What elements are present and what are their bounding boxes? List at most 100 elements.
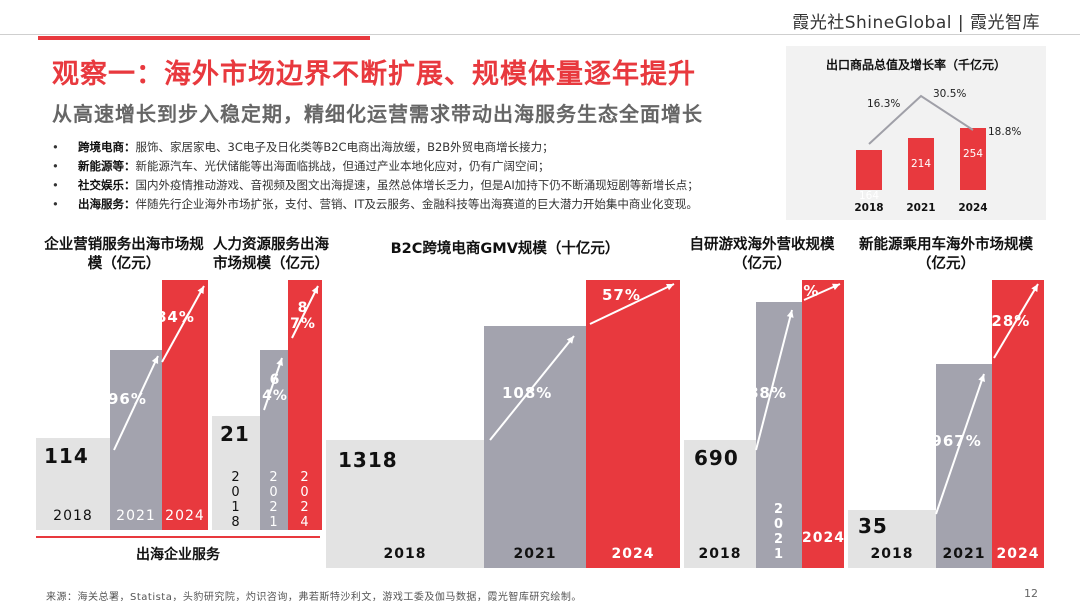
bullet-dot-icon: • [52,178,59,192]
growth-rate-label: 1967% [920,432,982,450]
step-year-label: 2018 [231,470,241,530]
step-value-label: 1318 [338,448,398,472]
step-block-2024 [288,280,322,530]
export-year-label: 2018 [854,202,884,214]
growth-arrow [803,283,841,301]
step-value-label: 2391 [858,286,918,310]
growth-rate-label: 87% [290,300,316,332]
growth-arrow [161,285,205,363]
bullet-item: • 新能源等：新能源汽车、光伏储能等出海面临挑战，但通过产业本地化应对，仍有广阔空… [40,157,785,176]
step-value-label: 728 [858,372,903,396]
step-year-label: 2024 [300,470,310,530]
growth-arrow [113,355,159,451]
page-number: 12 [1024,587,1038,600]
bullet-text: 伴随先行企业海外市场扩张，支付、营销、IT及云服务、金融科技等出海赛道的巨大潜力… [135,197,698,211]
bullet-label: 出海服务： [78,197,136,211]
bullet-dot-icon: • [52,159,59,173]
growth-arrow [993,283,1039,359]
growth-arrow [935,373,985,515]
step-block-2024 [802,280,844,568]
bullet-text: 服饰、家居家电、3C电子及日化类等B2C电商出海放缓，B2B外贸电商增长接力； [135,140,554,154]
export-bar-value: 254 [962,148,984,160]
export-growth-rate: 30.5% [933,88,967,100]
growth-arrow [755,309,794,451]
export-growth-rate: 16.3% [867,98,901,110]
panel-games-chart: 690 1297 1336 2018 2021 2024 88% 3% [684,280,844,568]
bullet-list: • 跨境电商：服饰、家居家电、3C电子及日化类等B2C电商出海放缓，B2B外贸电商… [40,138,785,214]
growth-arrow [489,335,575,441]
panel-title-marketing: 企业营销服务出海市场规模（亿元） [44,237,204,272]
bullet-label: 跨境电商： [78,140,136,154]
header-divider [0,34,1080,35]
step-block-2024 [586,280,680,568]
step-value-label: 1297 [694,305,724,351]
export-bar [960,128,986,190]
step-year-label: 2021 [116,508,156,524]
bullet-label: 新能源等： [78,159,136,173]
step-value-label: 1336 [694,280,724,325]
step-arrows-svg [935,283,1039,515]
panel-marketing-chart: 114 223 411 2018 2021 2024 96% 84% [36,280,208,530]
panel-nev-chart: 35 728 2391 2018 2021 2024 1967% 228% [848,280,1044,568]
step-year-label: 2018 [383,546,427,562]
export-chart: 164 2018 214 2021 254 2024 16.3% 30.5% 18.8% [786,46,1046,220]
step-year-label: 2018 [698,546,742,562]
step-year-label: 2021 [942,546,986,562]
step-year-label: 2021 [773,502,785,562]
section-label: 出海企业服务 [136,547,220,563]
export-chart-title: 出口商品总值及增长率（千亿元） [825,58,1006,72]
export-growth-line [868,94,974,145]
step-value-label: 21 [220,422,250,446]
step-year-label: 2024 [996,546,1040,562]
bullet-text: 国内外疫情推动游戏、音视频及图文出海提速，虽然总体增长乏力，但是AI加持下仍不断… [135,178,699,192]
export-year-label: 2021 [906,202,936,214]
step-arrows-svg [489,283,675,441]
export-growth-rate: 18.8% [988,126,1022,138]
step-value-label: 2739 [338,370,398,394]
step-year-label: 2018 [53,508,93,524]
panel-title-hr: 人力资源服务出海市场规模（亿元） [213,237,329,272]
bullet-item: • 跨境电商：服饰、家居家电、3C电子及日化类等B2C电商出海放缓，B2B外贸电商… [40,138,785,157]
step-year-label: 2024 [165,508,205,524]
step-value-label: 690 [694,446,739,470]
section-divider [36,536,320,538]
export-bar-value: 214 [910,157,932,170]
step-arrows-svg [755,283,841,451]
accent-bar [38,36,370,40]
step-value-label: 114 [44,444,89,468]
growth-rate-label: 64% [262,372,288,404]
bullet-dot-icon: • [52,197,59,211]
step-value-label: 411 [44,286,89,310]
step-value-label: 35 [858,514,888,538]
page-title: 观察一：海外市场边界不断扩展、规模体量逐年提升 [52,59,696,90]
step-year-label: 2024 [611,546,655,562]
panel-title-games: 自研游戏海外营收规模（亿元） [689,237,835,272]
step-value-label: 35 [220,358,250,382]
panel-hr-chart: 21 35 66 2018 2021 2024 64% 87% [212,280,322,530]
bullet-item: • 社交娱乐：国内外疫情推动游戏、音视频及图文出海提速，虽然总体增长乏力，但是AI… [40,176,785,195]
export-chart-background [786,46,1046,220]
step-value-label: 4292 [338,286,398,310]
growth-arrow [291,285,319,339]
step-value-label: 66 [220,286,250,310]
panel-title-nev: 新能源乘用车海外市场规模（亿元） [859,237,1033,272]
panel-b2c-chart: 1318 2739 4292 2018 2021 2024 108% 57% [326,280,680,568]
growth-rate-label: 3% [792,282,820,300]
export-bar [908,137,934,190]
step-year-label: 2018 [870,546,914,562]
growth-rate-label: 108% [502,384,553,402]
bullet-label: 社交娱乐： [78,178,136,192]
step-arrows-svg [113,285,205,451]
step-value-label: 223 [44,358,89,382]
growth-arrow [263,357,283,411]
growth-arrow [589,283,675,325]
step-year-label: 2024 [802,530,844,546]
export-bar-value: 164 [858,189,880,202]
growth-rate-label: 57% [602,286,641,304]
bullet-dot-icon: • [52,140,59,154]
step-year-label: 2021 [513,546,557,562]
export-year-label: 2024 [958,202,988,214]
export-bar [856,149,882,190]
growth-rate-label: 96% [108,390,147,408]
growth-rate-label: 228% [980,312,1031,330]
